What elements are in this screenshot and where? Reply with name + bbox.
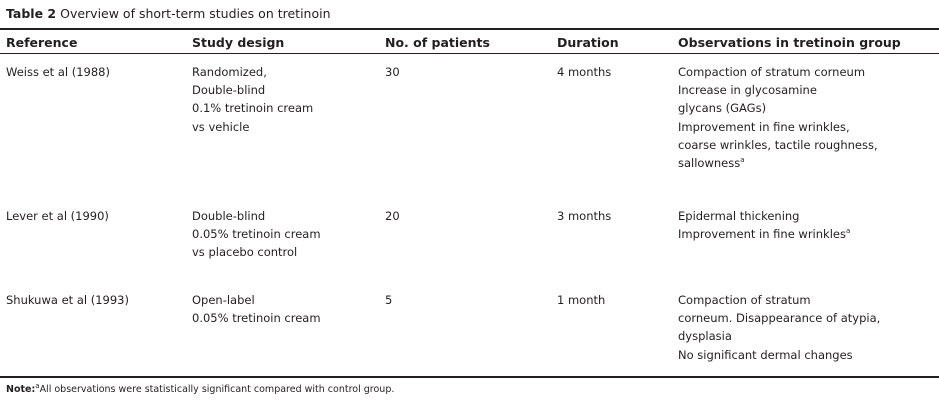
row3-obs-line: dysplasia — [678, 329, 732, 344]
header-study-design: Study design — [192, 35, 285, 50]
row1-study-design: Randomized, Double-blind 0.1% tretinoin … — [192, 63, 313, 136]
note-label: Note: — [6, 384, 36, 395]
table-note: Note:aAll observations were statisticall… — [6, 381, 395, 396]
row1-observations: Compaction of stratum corneum Increase i… — [678, 63, 878, 172]
row3-design-line: 0.05% tretinoin cream — [192, 311, 321, 326]
row1-obs-line: Compaction of stratum corneum — [678, 65, 866, 79]
header-patients: No. of patients — [385, 35, 490, 50]
row1-design-line: Randomized, — [192, 65, 267, 79]
table-caption: Table 2 Overview of short-term studies o… — [6, 6, 331, 22]
row3-obs-line: Compaction of stratum — [678, 293, 811, 307]
row1-patients: 30 — [385, 65, 400, 79]
row2-study-design: Double-blind 0.05% tretinoin cream vs pl… — [192, 207, 321, 262]
row1-obs-line: glycans (GAGs) — [678, 101, 767, 116]
footnote-mark: a — [845, 227, 851, 236]
row1-design-line: 0.1% tretinoin cream — [192, 101, 314, 116]
row3-study-design: Open-label 0.05% tretinoin cream — [192, 291, 321, 327]
row2-obs-line: Epidermal thickening — [678, 209, 800, 223]
row2-obs-line: Improvement in fine wrinklesa — [678, 227, 851, 242]
row3-observations: Compaction of stratum corneum. Disappear… — [678, 291, 880, 364]
header-rule — [0, 53, 939, 54]
row3-reference: Shukuwa et al (1993) — [6, 293, 129, 307]
row3-obs-line: corneum. Disappearance of atypia, — [678, 311, 881, 326]
row1-duration: 4 months — [557, 65, 612, 79]
row1-design-line: Double-blind — [192, 83, 266, 98]
row3-obs-line: No significant dermal changes — [678, 347, 853, 362]
table-number: Table 2 — [6, 6, 57, 21]
row2-duration: 3 months — [557, 209, 612, 223]
row1-reference: Weiss et al (1988) — [6, 65, 110, 79]
row3-duration: 1 month — [557, 293, 606, 307]
row3-patients: 5 — [385, 293, 393, 307]
row2-reference: Lever et al (1990) — [6, 209, 109, 223]
header-observations: Observations in tretinoin group — [678, 35, 901, 50]
row1-obs-line: Increase in glycosamine — [678, 83, 817, 98]
row2-patients: 20 — [385, 209, 400, 223]
row1-obs-line: coarse wrinkles, tactile roughness, — [678, 137, 878, 152]
footnote-mark: a — [740, 156, 745, 165]
row2-design-line: vs placebo control — [192, 245, 298, 260]
note-footnote-mark: a — [35, 381, 40, 390]
row1-obs-line: Improvement in fine wrinkles, — [678, 119, 850, 134]
header-duration: Duration — [557, 35, 619, 50]
header-reference: Reference — [6, 35, 78, 50]
row2-observations: Epidermal thickening Improvement in fine… — [678, 207, 850, 243]
row2-design-line: Double-blind — [192, 209, 266, 223]
row3-design-line: Open-label — [192, 293, 255, 307]
note-text: All observations were statistically sign… — [39, 384, 395, 395]
row1-design-line: vs vehicle — [192, 119, 250, 134]
row1-obs-line: sallownessa — [678, 156, 745, 171]
bottom-rule — [0, 376, 939, 378]
table-title: Overview of short-term studies on tretin… — [60, 6, 331, 21]
row2-design-line: 0.05% tretinoin cream — [192, 227, 321, 242]
top-rule — [0, 28, 939, 30]
